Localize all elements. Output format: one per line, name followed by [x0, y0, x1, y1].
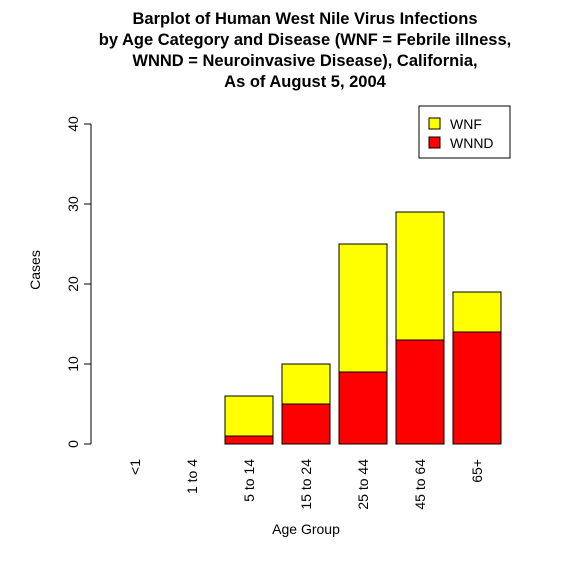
- bar-wnnd: [452, 331, 502, 445]
- legend-swatch-wnf: [428, 117, 441, 130]
- y-axis-label: Cases: [27, 250, 43, 290]
- chart-title-line-1: Barplot of Human West Nile Virus Infecti…: [132, 10, 477, 28]
- x-tick-label: 45 to 64: [412, 459, 428, 510]
- bar-wnnd: [338, 371, 388, 445]
- x-tick-label: 1 to 4: [184, 459, 200, 494]
- x-tick-label: 25 to 44: [355, 459, 371, 510]
- bar-wnf: [452, 291, 502, 333]
- bar-wnf: [338, 243, 388, 373]
- legend-label-wnf: WNF: [450, 116, 482, 132]
- x-tick-label: 5 to 14: [241, 459, 257, 502]
- x-tick-label: 65+: [469, 459, 485, 483]
- chart-title-line-3: WNND = Neuroinvasive Disease), Californi…: [132, 52, 477, 70]
- y-tick-label: 40: [65, 116, 81, 132]
- legend-swatch-wnnd: [428, 136, 441, 149]
- chart-title-line-4: As of August 5, 2004: [224, 73, 387, 91]
- bar-wnf: [224, 395, 274, 437]
- x-axis-label: Age Group: [272, 521, 340, 537]
- bar-wnf: [281, 363, 331, 405]
- y-tick-label: 10: [65, 356, 81, 372]
- bar-wnnd: [395, 339, 445, 445]
- legend-label-wnnd: WNND: [450, 135, 494, 151]
- legend: WNF WNND: [418, 105, 511, 159]
- chart-title: Barplot of Human West Nile Virus Infecti…: [99, 10, 511, 91]
- bars: [224, 211, 502, 445]
- bar-wnf: [395, 211, 445, 341]
- bar-wnnd: [224, 435, 274, 445]
- bar-wnnd: [281, 403, 331, 445]
- y-tick-label: 0: [65, 440, 81, 448]
- x-tick-labels: <1 1 to 4 5 to 14 15 to 24 25 to 44 45 to 64 6…: [127, 459, 485, 510]
- x-tick-label: <1: [127, 459, 143, 475]
- y-tick-label: 30: [65, 196, 81, 212]
- y-axis: 0 10 20 30 40: [65, 116, 92, 448]
- legend-box: [418, 105, 511, 159]
- y-tick-label: 20: [65, 276, 81, 292]
- x-tick-label: 15 to 24: [298, 459, 314, 510]
- chart-title-line-2: by Age Category and Disease (WNF = Febri…: [99, 31, 511, 49]
